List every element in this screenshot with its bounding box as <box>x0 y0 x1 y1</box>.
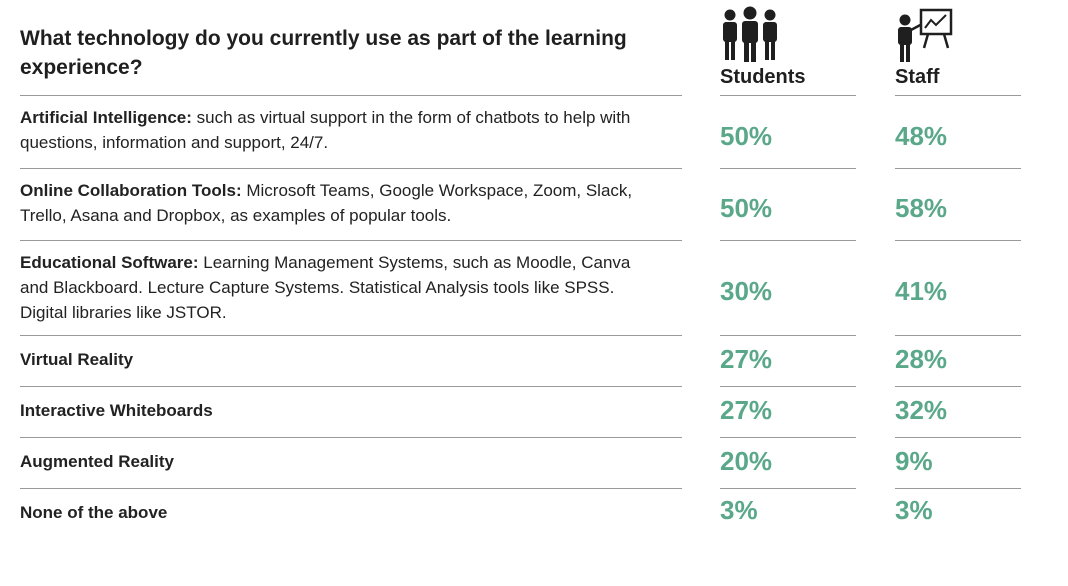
row-divider <box>20 168 682 169</box>
students-percent: 27% <box>720 344 773 374</box>
row-description: Artificial Intelligence: such as virtual… <box>20 105 660 155</box>
students-row-divider <box>720 240 856 241</box>
students-group-icon <box>723 6 777 62</box>
staff-row-divider <box>895 437 1021 438</box>
row-label: Artificial Intelligence: <box>20 108 192 127</box>
row-detail: Microsoft Teams, Google Workspace, Zoom,… <box>20 181 633 225</box>
row-detail: Learning Management Systems, such as Moo… <box>20 253 631 322</box>
staff-row-divider <box>895 240 1021 241</box>
students-header-divider <box>720 95 856 96</box>
students-percent: 20% <box>720 446 773 476</box>
row-description: Interactive Whiteboards <box>20 398 660 423</box>
students-percent: 3% <box>720 495 758 525</box>
staff-row-divider <box>895 335 1021 336</box>
staff-column-header: Staff <box>895 6 1035 89</box>
row-description: Educational Software: Learning Managemen… <box>20 250 660 325</box>
students-percent: 50% <box>720 193 773 223</box>
students-column-header: Students <box>720 6 860 89</box>
row-label: Educational Software: <box>20 253 199 272</box>
row-divider <box>20 335 682 336</box>
row-label: Augmented Reality <box>20 452 174 471</box>
students-percent: 30% <box>720 276 773 306</box>
students-percent: 50% <box>720 121 773 151</box>
row-divider <box>20 386 682 387</box>
students-label: Students <box>720 66 806 88</box>
staff-percent: 32% <box>895 395 948 425</box>
staff-percent: 58% <box>895 193 948 223</box>
row-label: Interactive Whiteboards <box>20 401 213 420</box>
row-divider <box>20 240 682 241</box>
survey-question: What technology do you currently use as … <box>20 27 627 79</box>
row-description: Virtual Reality <box>20 347 660 372</box>
row-description: Augmented Reality <box>20 449 660 474</box>
staff-label: Staff <box>895 66 940 88</box>
staff-percent: 28% <box>895 344 948 374</box>
students-row-divider <box>720 168 856 169</box>
students-row-divider <box>720 488 856 489</box>
row-divider <box>20 488 682 489</box>
students-row-divider <box>720 386 856 387</box>
question-divider <box>20 95 682 96</box>
row-label: Online Collaboration Tools: <box>20 181 242 200</box>
staff-row-divider <box>895 168 1021 169</box>
staff-percent: 9% <box>895 446 933 476</box>
row-description: Online Collaboration Tools: Microsoft Te… <box>20 178 660 228</box>
students-row-divider <box>720 335 856 336</box>
row-label: Virtual Reality <box>20 350 134 369</box>
students-percent: 27% <box>720 395 773 425</box>
staff-percent: 41% <box>895 276 948 306</box>
row-label: None of the above <box>20 503 168 522</box>
row-description: None of the above <box>20 500 660 525</box>
staff-row-divider <box>895 386 1021 387</box>
students-row-divider <box>720 437 856 438</box>
staff-percent: 3% <box>895 495 933 525</box>
row-detail: such as virtual support in the form of c… <box>20 108 631 152</box>
teacher-whiteboard-icon <box>898 8 953 62</box>
row-divider <box>20 437 682 438</box>
staff-percent: 48% <box>895 121 948 151</box>
staff-header-divider <box>895 95 1021 96</box>
staff-row-divider <box>895 488 1021 489</box>
